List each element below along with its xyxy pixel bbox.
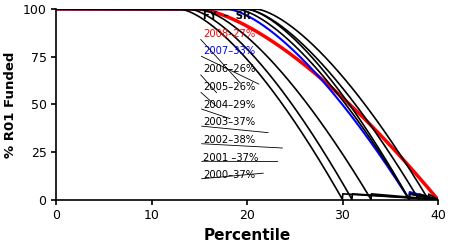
Y-axis label: % R01 Funded: % R01 Funded — [4, 51, 17, 158]
Text: FY  –  SR: FY – SR — [203, 11, 251, 21]
Text: 2001 –37%: 2001 –37% — [203, 153, 259, 163]
X-axis label: Percentile: Percentile — [203, 228, 291, 243]
Text: 2004–29%: 2004–29% — [203, 100, 256, 110]
Text: 2008–27%: 2008–27% — [203, 29, 256, 39]
Text: 2006–26%: 2006–26% — [203, 64, 256, 74]
Text: 2005–26%: 2005–26% — [203, 82, 256, 92]
Text: 2007–33%: 2007–33% — [203, 46, 255, 57]
Text: 2003–37%: 2003–37% — [203, 117, 255, 127]
Text: 2002–38%: 2002–38% — [203, 135, 255, 145]
Text: 2000–37%: 2000–37% — [203, 170, 255, 180]
